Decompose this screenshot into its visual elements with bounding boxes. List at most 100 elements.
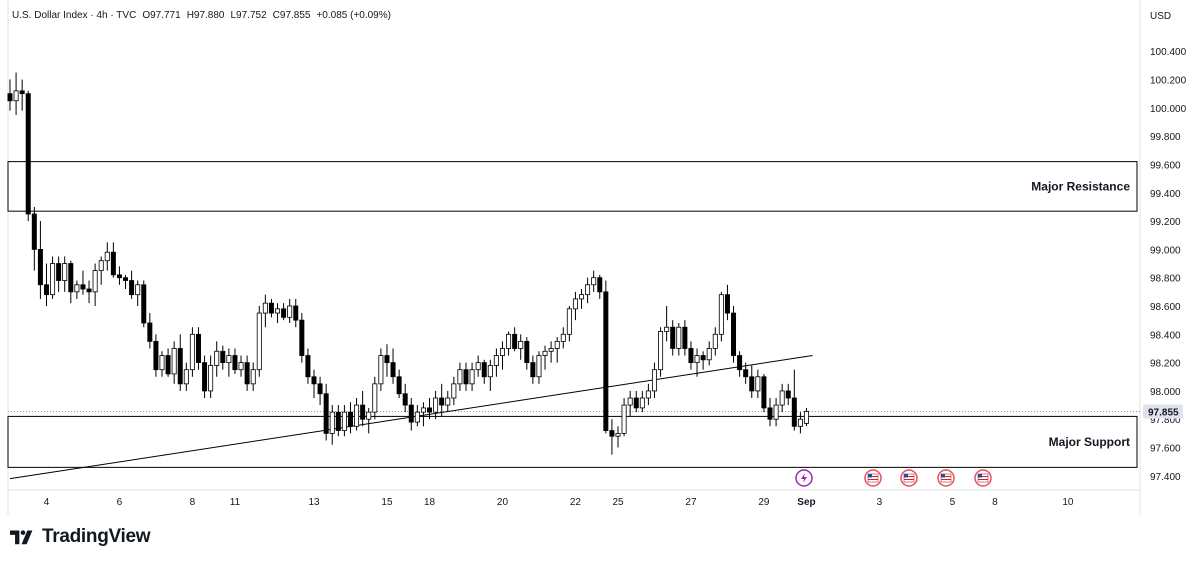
candle-body[interactable] [724, 294, 730, 314]
candle-body[interactable] [347, 411, 353, 427]
candle-body[interactable] [153, 340, 159, 371]
candle-body[interactable] [597, 277, 603, 293]
zone-box[interactable] [7, 415, 1138, 468]
candle-body[interactable] [615, 432, 621, 437]
candle-body[interactable] [694, 355, 700, 364]
candle-body[interactable] [712, 333, 718, 349]
candle-body[interactable] [639, 397, 645, 409]
candle-body[interactable] [311, 376, 317, 385]
candle-body[interactable] [62, 263, 68, 281]
candle-body[interactable] [50, 263, 56, 296]
candle-body[interactable] [372, 383, 378, 413]
zone-box[interactable] [7, 161, 1138, 212]
candle-body[interactable] [773, 404, 779, 420]
candle-body[interactable] [420, 407, 426, 413]
candle-body[interactable] [731, 312, 737, 356]
candle-body[interactable] [293, 305, 299, 321]
candle-body[interactable] [7, 93, 13, 102]
candle-body[interactable] [43, 284, 49, 296]
candle-body[interactable] [202, 362, 208, 392]
candle-body[interactable] [384, 355, 390, 364]
candle-body[interactable] [499, 348, 505, 356]
candle-body[interactable] [493, 355, 499, 366]
candle-body[interactable] [19, 90, 25, 95]
candle-body[interactable] [305, 355, 311, 378]
candle-body[interactable] [645, 390, 651, 399]
candle-body[interactable] [670, 326, 676, 349]
candle-body[interactable] [244, 362, 250, 385]
candle-body[interactable] [797, 418, 803, 427]
candle-body[interactable] [189, 333, 195, 371]
candle-body[interactable] [232, 355, 238, 371]
candle-body[interactable] [92, 270, 98, 293]
candle-body[interactable] [755, 376, 761, 392]
candle-body[interactable] [220, 350, 226, 364]
candle-body[interactable] [548, 348, 554, 352]
candle-body[interactable] [129, 280, 135, 296]
candle-body[interactable] [135, 284, 141, 296]
candle-body[interactable] [445, 397, 451, 406]
candle-body[interactable] [281, 308, 287, 318]
candle-body[interactable] [658, 331, 664, 371]
candle-body[interactable] [250, 369, 256, 385]
candle-body[interactable] [31, 213, 37, 250]
candle-body[interactable] [317, 383, 323, 395]
candle-body[interactable] [579, 294, 585, 300]
candle-body[interactable] [329, 411, 335, 434]
candle-body[interactable] [171, 348, 177, 375]
candle-body[interactable] [433, 397, 439, 413]
candle-body[interactable] [542, 350, 548, 356]
candle-body[interactable] [165, 355, 171, 375]
candle-body[interactable] [451, 383, 457, 399]
candle-body[interactable] [463, 369, 469, 385]
candle-body[interactable] [439, 397, 445, 406]
candle-body[interactable] [341, 411, 347, 431]
candle-body[interactable] [183, 369, 189, 385]
candle-body[interactable] [743, 369, 749, 378]
candle-body[interactable] [256, 312, 262, 371]
candle-body[interactable] [238, 362, 244, 371]
candle-body[interactable] [123, 277, 129, 281]
candle-body[interactable] [560, 333, 566, 342]
candle-body[interactable] [116, 274, 122, 279]
candle-body[interactable] [86, 288, 92, 293]
candle-body[interactable] [275, 308, 281, 314]
candle-body[interactable] [177, 348, 183, 385]
candle-body[interactable] [621, 404, 627, 434]
candle-body[interactable] [718, 294, 724, 335]
candle-body[interactable] [214, 350, 220, 366]
candle-body[interactable] [530, 362, 536, 378]
candle-body[interactable] [262, 302, 268, 314]
legend-symbol[interactable]: U.S. Dollar Index · 4h · TVC [12, 10, 137, 21]
candle-body[interactable] [518, 340, 524, 349]
candle-body[interactable] [68, 263, 74, 293]
candle-body[interactable] [633, 397, 639, 409]
candle-body[interactable] [427, 407, 433, 413]
candle-body[interactable] [700, 355, 706, 361]
candle-body[interactable] [572, 298, 578, 310]
candle-body[interactable] [664, 326, 670, 332]
candle-body[interactable] [396, 376, 402, 395]
candle-body[interactable] [414, 411, 420, 423]
candle-body[interactable] [25, 93, 31, 215]
candle-body[interactable] [749, 376, 755, 392]
currency-label[interactable]: USD [1150, 11, 1172, 22]
candle-body[interactable] [366, 411, 372, 420]
candle-body[interactable] [104, 251, 110, 262]
candle-body[interactable] [98, 260, 104, 272]
candle-body[interactable] [803, 411, 809, 424]
tradingview-logo[interactable]: TradingView [10, 526, 151, 548]
candle-body[interactable] [208, 365, 214, 392]
candle-body[interactable] [591, 277, 597, 286]
candle-body[interactable] [706, 348, 712, 361]
candle-body[interactable] [37, 248, 43, 286]
candle-body[interactable] [378, 355, 384, 385]
candle-body[interactable] [554, 340, 560, 349]
chart-frame[interactable]: Major Resistance Major Support 100.400 100.… [0, 0, 1200, 515]
candle-body[interactable] [323, 393, 329, 434]
candle-body[interactable] [512, 333, 518, 349]
candle-body[interactable] [147, 322, 153, 342]
candle-body[interactable] [791, 397, 797, 427]
candle-body[interactable] [627, 397, 633, 406]
candle-body[interactable] [469, 369, 475, 385]
